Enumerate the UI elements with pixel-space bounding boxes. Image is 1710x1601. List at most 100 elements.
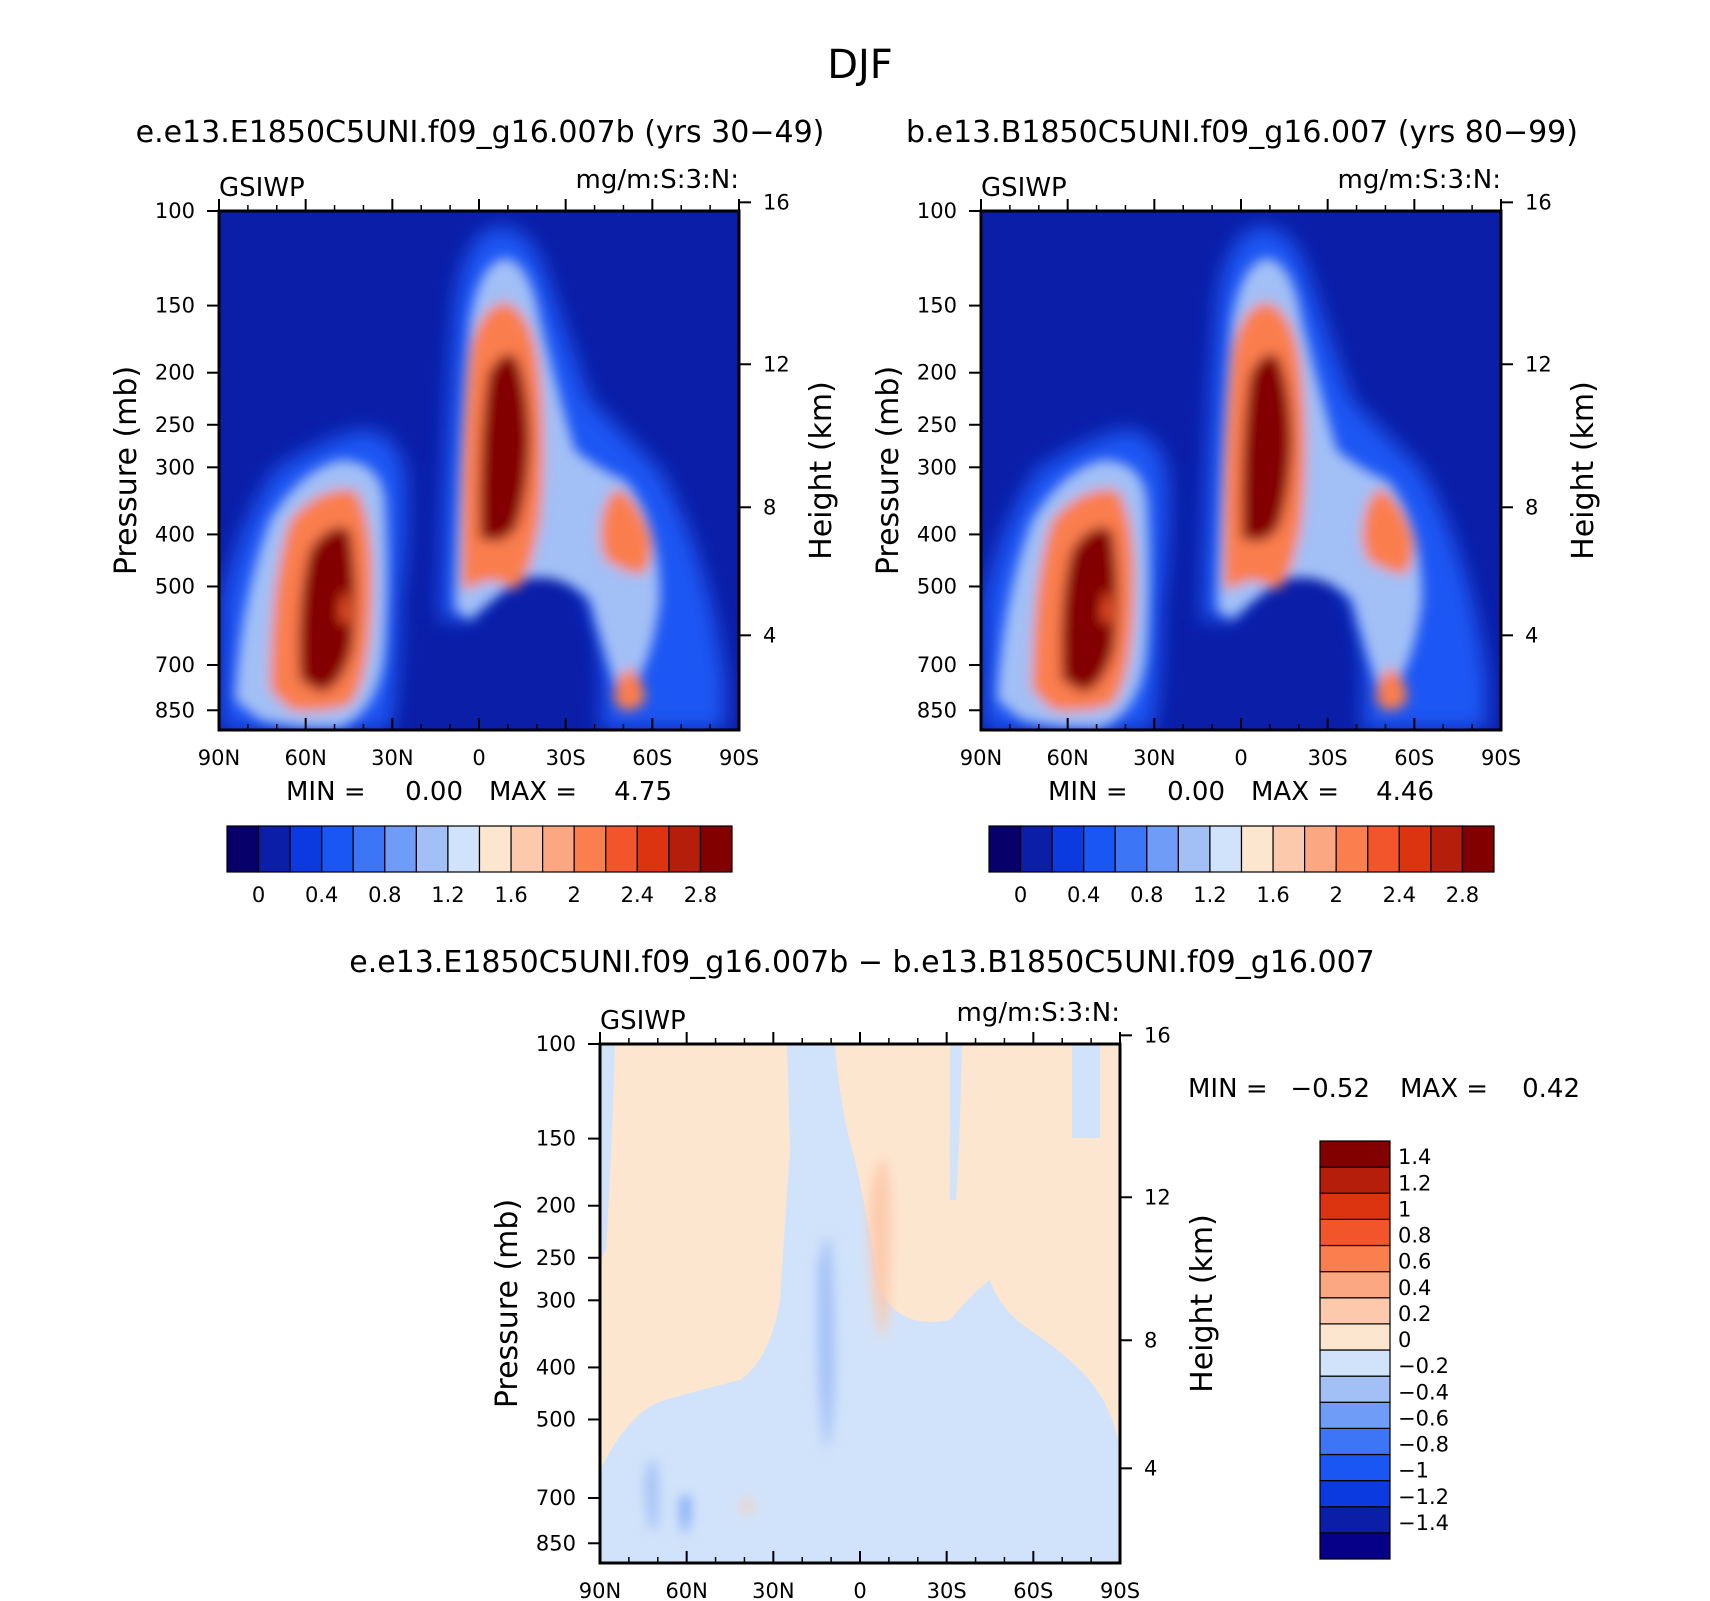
y2-tick-label: 16 (1144, 1023, 1171, 1047)
y-tick-label: 200 (536, 1194, 576, 1218)
panel-title-control: b.e13.B1850C5UNI.f09_g16.007 (yrs 80−99) (906, 115, 1578, 150)
panel-title-case: e.e13.E1850C5UNI.f09_g16.007b (yrs 30−49… (136, 115, 825, 150)
colorbar-box (1461, 825, 1495, 873)
colorbar-box (1114, 825, 1148, 873)
max-label: MAX = (1400, 1074, 1488, 1104)
y-tick-label: 300 (155, 455, 195, 479)
y-tick-label: 300 (917, 455, 957, 479)
x-tick-label: 90S (1100, 1579, 1140, 1601)
x-tick-label: 30N (371, 746, 413, 770)
y2-tick-label: 12 (1525, 352, 1552, 376)
colorbar-box (1272, 825, 1306, 873)
y-tick-label: 250 (155, 413, 195, 437)
contour-sh-low (1376, 668, 1407, 711)
colorbar-box (988, 825, 1022, 873)
colorbar-tick-label: 0.4 (1398, 1276, 1431, 1300)
colorbar-box (1319, 1401, 1391, 1429)
field-label: GSIWP (981, 173, 1067, 203)
x-tick-label: 60N (665, 1579, 707, 1601)
colorbar-box (478, 825, 512, 873)
contour-nh-inner (1102, 590, 1112, 625)
colorbar-box (1319, 1480, 1391, 1508)
colorbar-tick-label: 2 (1330, 883, 1343, 907)
colorbar-tick-label: 2.4 (621, 883, 654, 907)
colorbar-box (1319, 1297, 1391, 1325)
y2-tick-label: 4 (763, 623, 776, 647)
panel-case (217, 209, 741, 732)
colorbar-box (1319, 1427, 1391, 1456)
contour-nh-peak (1061, 527, 1118, 692)
y-tick-label: 850 (917, 698, 957, 722)
units-label: mg/m:S:3:N: (576, 165, 739, 195)
y-tick-label: 850 (155, 698, 195, 722)
colorbar-box (226, 825, 260, 873)
colorbar-box (447, 825, 481, 873)
colorbar-box (352, 825, 386, 873)
colorbar-tick-label: −0.6 (1398, 1406, 1449, 1430)
y-tick-label: 150 (155, 294, 195, 318)
colorbar-layer: 0 0.4 0.8 1.2 1.6 2 2.4 2.8 0 0.4 0.8 1.2 1.6 2 2.4 2.8… (226, 825, 1495, 1560)
colorbar-tick-label: −1 (1398, 1459, 1429, 1483)
min-label: MIN = (286, 777, 366, 807)
y2-tick-label: 4 (1144, 1456, 1157, 1480)
x-tick-label: 60N (1046, 746, 1088, 770)
colorbar-box (1319, 1532, 1391, 1560)
colorbar-box (1430, 825, 1464, 873)
max-value: 4.46 (1376, 777, 1434, 807)
x-tick-label: 90S (719, 746, 759, 770)
y-tick-label: 400 (155, 522, 195, 546)
y2-axis-title: Height (km) (1566, 381, 1601, 560)
colorbar-box (1319, 1140, 1391, 1168)
colorbar-box (384, 825, 417, 873)
y-tick-label: 500 (917, 574, 957, 598)
min-label: MIN = (1188, 1074, 1268, 1104)
max-label: MAX = (489, 777, 577, 807)
colorbar-box (1319, 1453, 1391, 1482)
y-tick-label: 100 (155, 199, 195, 223)
panel-diff (598, 1042, 1122, 1565)
colorbar-box (415, 825, 449, 873)
y-tick-label: 200 (155, 361, 195, 385)
colorbar-tick-label: 0.2 (1398, 1302, 1431, 1326)
colorbar-tick-label: 0.8 (368, 883, 401, 907)
colorbar-tick-label: 1.4 (1398, 1145, 1431, 1169)
contour-positive-spot (742, 1498, 752, 1516)
colorbar-box (1177, 825, 1211, 873)
contour-sh-mid (600, 488, 652, 575)
y-tick-label: 250 (917, 413, 957, 437)
y-tick-label: 700 (536, 1486, 576, 1510)
colorbar-tick-label: 2.4 (1383, 883, 1416, 907)
colorbar-box (1319, 1349, 1391, 1377)
y2-axis-title: Height (km) (1185, 1214, 1220, 1393)
colorbar-box (1319, 1218, 1391, 1247)
axes-layer: 90N 60N 30N 0 30S 60S 90S100150200250300400500… (109, 190, 1601, 1601)
colorbar-box (289, 825, 323, 873)
colorbar-box (257, 825, 291, 873)
colorbar-box (1051, 825, 1085, 873)
colorbar-tick-label: 2.8 (684, 883, 717, 907)
plot-area-diff (600, 1044, 1120, 1563)
y-axis-title: Pressure (mb) (490, 1199, 525, 1408)
y-tick-label: 400 (917, 522, 957, 546)
colorbar-case: 0 0.4 0.8 1.2 1.6 2 2.4 2.8 (226, 825, 733, 907)
colorbar-box (1209, 825, 1243, 873)
y-tick-label: 400 (536, 1355, 576, 1379)
x-tick-label: 60S (632, 746, 672, 770)
contour-tropics-peak (479, 354, 530, 542)
colorbar-box (1319, 1192, 1391, 1220)
y-tick-label: 500 (155, 574, 195, 598)
x-tick-label: 90N (960, 746, 1002, 770)
contour-tropics-peak (1241, 354, 1292, 542)
contour-negative-blob-2 (645, 1459, 658, 1531)
colorbar-box (1319, 1323, 1391, 1351)
colorbar-box (573, 825, 607, 873)
colorbar-tick-label: −1.2 (1398, 1485, 1449, 1509)
axes-case: 90N 60N 30N 0 30S 60S 90S 100 150 200 250 300 400 500… (109, 190, 839, 770)
colorbar-box (510, 825, 544, 873)
colorbar-tick-label: 1.6 (494, 883, 527, 907)
colorbar-box (605, 825, 638, 873)
y-tick-label: 300 (536, 1288, 576, 1312)
x-tick-label: 90N (579, 1579, 621, 1601)
colorbar-tick-label: 2.8 (1446, 883, 1479, 907)
field-label: GSIWP (600, 1006, 686, 1036)
